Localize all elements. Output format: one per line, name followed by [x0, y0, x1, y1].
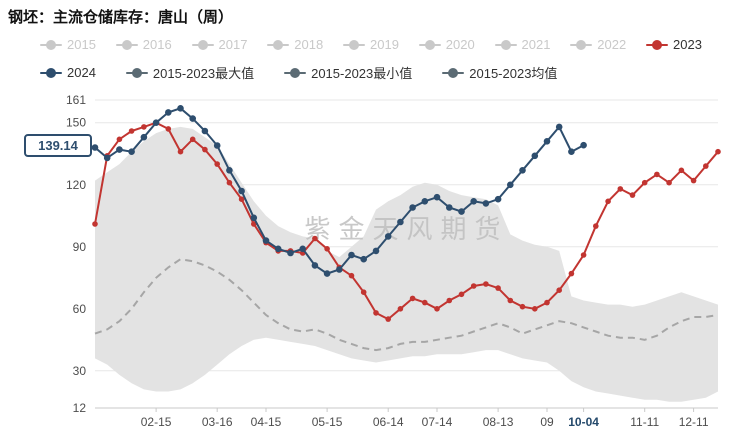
- legend-line-circle-icon: [570, 39, 593, 50]
- svg-text:150: 150: [66, 116, 86, 130]
- legend-item-2021[interactable]: 2021: [494, 37, 551, 52]
- svg-text:161: 161: [66, 93, 86, 107]
- watermark: 紫金天风期货: [304, 214, 508, 244]
- legend-line-circle-icon: [115, 39, 138, 50]
- legend-line-circle-icon: [191, 39, 214, 50]
- legend-label: 2015-2023最大值: [152, 66, 255, 81]
- legend-item-2022[interactable]: 2022: [570, 37, 626, 52]
- legend-label: 2020: [445, 37, 475, 52]
- svg-text:03-16: 03-16: [202, 415, 233, 429]
- svg-text:02-15: 02-15: [141, 415, 172, 429]
- svg-text:30: 30: [73, 364, 87, 378]
- legend-label: 2022: [597, 37, 627, 52]
- svg-text:09: 09: [540, 415, 554, 429]
- legend-line-circle-icon: [267, 39, 290, 50]
- legend-label: 2016: [142, 37, 172, 52]
- svg-text:12: 12: [73, 401, 87, 415]
- legend-label: 2018: [294, 37, 324, 52]
- legend-label: 2019: [370, 37, 399, 52]
- legend-item-2019[interactable]: 2019: [343, 37, 399, 52]
- legend-item-2020[interactable]: 2020: [418, 37, 475, 52]
- legend-item-2017[interactable]: 2017: [191, 37, 248, 52]
- svg-text:90: 90: [73, 240, 87, 254]
- svg-text:11-11: 11-11: [630, 415, 659, 429]
- legend-line-circle-icon: [646, 39, 668, 50]
- legend-item-2015-2023均值[interactable]: 2015-2023均值: [442, 63, 557, 82]
- legend-line-circle-icon: [125, 67, 148, 78]
- svg-text:08-13: 08-13: [483, 415, 514, 429]
- legend-item-2024[interactable]: 2024: [40, 65, 96, 80]
- legend-line-circle-icon: [494, 39, 517, 50]
- legend-item-2015-2023最大值[interactable]: 2015-2023最大值: [125, 63, 255, 82]
- legend-line-circle-icon: [343, 39, 365, 50]
- legend-label: 2023: [673, 37, 702, 52]
- legend-item-2015[interactable]: 2015: [40, 37, 96, 52]
- svg-text:120: 120: [66, 178, 86, 192]
- legend-row-stats: 2024 2015-2023最大值 2015-2023最小值 2015-2023均值: [40, 63, 702, 82]
- legend-item-2015-2023最小值[interactable]: 2015-2023最小值: [284, 63, 412, 82]
- series-2023-markers: [92, 119, 721, 322]
- legend-item-2023[interactable]: 2023: [646, 37, 702, 52]
- latest-value-badge: 139.14: [24, 134, 92, 157]
- x-axis-labels: 02-15 03-16 04-15 05-15 06-14 07-14 08-13 09 10-…: [141, 408, 709, 429]
- series-2023-line: [94, 121, 719, 321]
- legend-line-circle-icon: [40, 39, 62, 50]
- legend-label: 2024: [67, 65, 96, 80]
- svg-text:06-14: 06-14: [373, 415, 404, 429]
- svg-text:05-15: 05-15: [312, 415, 343, 429]
- mean-line: [94, 258, 719, 352]
- legend-row-years: 2015 2016 2017 2018 2019 2020 2021 2022 2023: [40, 37, 702, 52]
- legend-label: 2021: [521, 37, 551, 52]
- legend-label: 2015-2023最小值: [311, 66, 413, 81]
- y-axis-labels: 161 150 120 90 60 30 12: [66, 93, 86, 415]
- legend-label: 2015-2023均值: [469, 66, 558, 81]
- legend-line-circle-icon: [40, 67, 62, 78]
- svg-text:12-11: 12-11: [679, 415, 709, 429]
- series-2024-markers: [91, 105, 587, 277]
- svg-text:04-15: 04-15: [251, 415, 282, 429]
- chart-title: 钢坯：主流仓储库存：唐山（周）: [8, 9, 234, 26]
- legend-item-2018[interactable]: 2018: [267, 37, 323, 52]
- minmax-band: [95, 126, 718, 402]
- legend-line-circle-icon: [442, 67, 465, 78]
- svg-text:07-14: 07-14: [422, 415, 453, 429]
- svg-text:60: 60: [73, 302, 87, 316]
- legend-item-2016[interactable]: 2016: [115, 37, 172, 52]
- legend-line-circle-icon: [418, 39, 441, 50]
- legend-line-circle-icon: [284, 67, 307, 78]
- legend-label: 2015: [67, 37, 96, 52]
- legend-label: 2017: [218, 37, 248, 52]
- svg-text:10-04: 10-04: [568, 415, 599, 429]
